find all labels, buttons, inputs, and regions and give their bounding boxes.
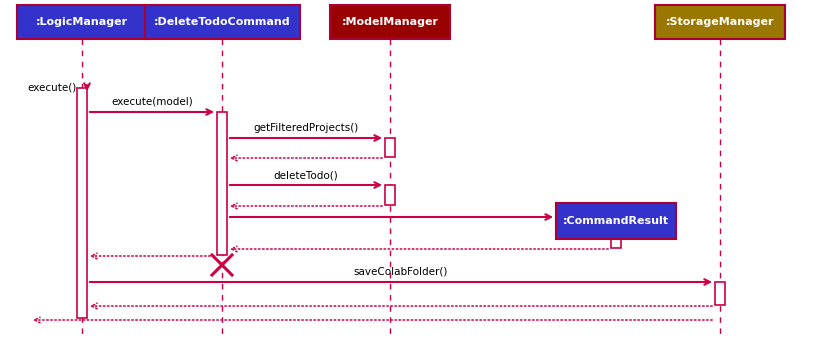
Bar bbox=[385, 138, 395, 157]
Text: execute(): execute() bbox=[28, 83, 77, 93]
Text: saveColabFolder(): saveColabFolder() bbox=[354, 267, 448, 277]
Bar bbox=[556, 203, 676, 239]
Text: :CommandResult: :CommandResult bbox=[563, 216, 669, 226]
Bar bbox=[385, 185, 395, 205]
Bar bbox=[17, 5, 147, 39]
Bar bbox=[611, 217, 621, 248]
Text: :LogicManager: :LogicManager bbox=[36, 17, 128, 27]
Text: deleteTodo(): deleteTodo() bbox=[274, 170, 338, 180]
Text: :StorageManager: :StorageManager bbox=[666, 17, 774, 27]
Bar bbox=[145, 5, 299, 39]
Bar bbox=[77, 88, 87, 318]
Text: getFilteredProjects(): getFilteredProjects() bbox=[254, 123, 359, 133]
Bar bbox=[715, 282, 725, 305]
Text: :DeleteTodoCommand: :DeleteTodoCommand bbox=[154, 17, 290, 27]
Bar bbox=[655, 5, 785, 39]
Bar bbox=[217, 112, 227, 255]
Bar bbox=[330, 5, 450, 39]
Text: :ModelManager: :ModelManager bbox=[341, 17, 438, 27]
Text: execute(model): execute(model) bbox=[111, 97, 193, 107]
